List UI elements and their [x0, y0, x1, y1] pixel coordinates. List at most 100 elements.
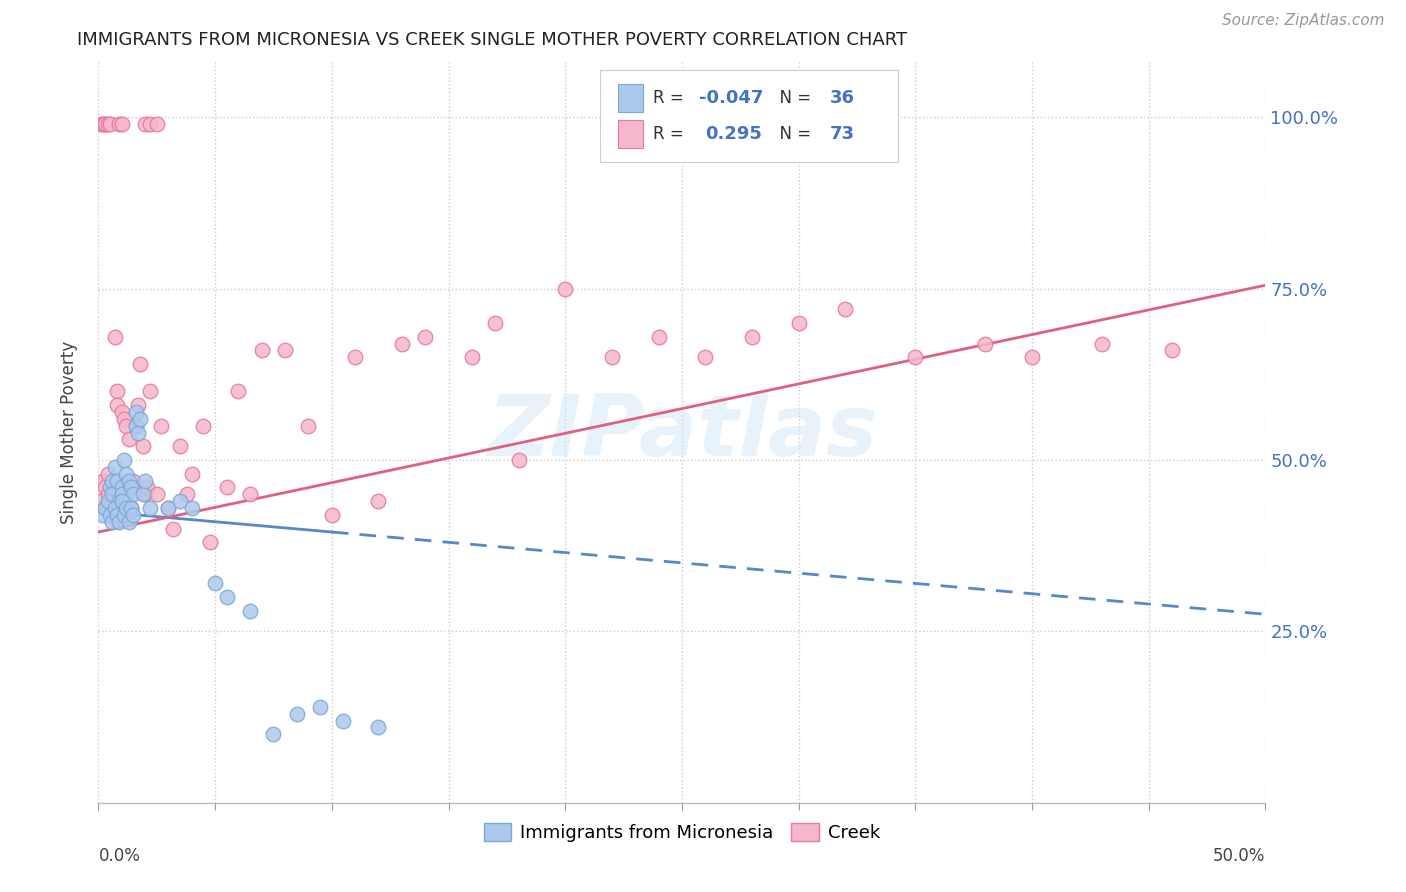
- Text: 50.0%: 50.0%: [1213, 847, 1265, 865]
- Point: [1091, 336, 1114, 351]
- Point: [132, 487, 155, 501]
- Point: [285, 706, 308, 721]
- Point: [94, 117, 117, 131]
- Point: [101, 494, 124, 508]
- Point: [115, 467, 138, 481]
- Point: [94, 501, 117, 516]
- Point: [239, 487, 262, 501]
- Point: [127, 398, 149, 412]
- Point: [239, 604, 262, 618]
- Point: [134, 474, 156, 488]
- Point: [104, 459, 127, 474]
- Point: [262, 727, 284, 741]
- Point: [115, 494, 138, 508]
- Point: [108, 494, 131, 508]
- Point: [146, 117, 169, 131]
- Point: [105, 398, 128, 412]
- Point: [101, 508, 124, 522]
- Point: [297, 418, 319, 433]
- Point: [118, 474, 141, 488]
- Point: [139, 117, 162, 131]
- Point: [169, 494, 191, 508]
- Point: [98, 117, 121, 131]
- Point: [105, 474, 128, 488]
- Point: [98, 480, 121, 494]
- Point: [134, 487, 156, 501]
- Point: [193, 418, 215, 433]
- Text: 0.0%: 0.0%: [98, 847, 141, 865]
- Text: R =: R =: [652, 125, 695, 144]
- Text: R =: R =: [652, 89, 689, 107]
- Point: [112, 508, 135, 522]
- Point: [139, 501, 162, 516]
- Point: [367, 720, 389, 734]
- Point: [120, 480, 142, 494]
- Point: [115, 501, 138, 516]
- Point: [105, 384, 128, 399]
- Point: [215, 590, 238, 604]
- Point: [1021, 350, 1043, 364]
- Text: -0.047: -0.047: [699, 89, 763, 107]
- Point: [111, 405, 134, 419]
- Point: [125, 418, 148, 433]
- Point: [136, 480, 159, 494]
- Point: [115, 418, 138, 433]
- Point: [215, 480, 238, 494]
- Point: [484, 316, 506, 330]
- Point: [647, 329, 669, 343]
- Point: [108, 515, 131, 529]
- Point: [125, 405, 148, 419]
- FancyBboxPatch shape: [617, 120, 644, 148]
- Point: [741, 329, 763, 343]
- Point: [101, 487, 124, 501]
- Point: [120, 501, 142, 516]
- Point: [91, 508, 114, 522]
- Point: [834, 302, 856, 317]
- Point: [108, 487, 131, 501]
- FancyBboxPatch shape: [617, 84, 644, 112]
- Point: [162, 522, 184, 536]
- Point: [600, 350, 623, 364]
- Point: [97, 487, 120, 501]
- Point: [98, 508, 121, 522]
- Point: [111, 480, 134, 494]
- Point: [91, 474, 114, 488]
- Point: [309, 699, 332, 714]
- Text: ZIPatlas: ZIPatlas: [486, 391, 877, 475]
- Y-axis label: Single Mother Poverty: Single Mother Poverty: [59, 341, 77, 524]
- Point: [122, 508, 145, 522]
- Point: [508, 453, 530, 467]
- Text: 36: 36: [830, 89, 855, 107]
- Point: [134, 117, 156, 131]
- Point: [94, 117, 117, 131]
- Point: [125, 418, 148, 433]
- Point: [112, 453, 135, 467]
- Text: IMMIGRANTS FROM MICRONESIA VS CREEK SINGLE MOTHER POVERTY CORRELATION CHART: IMMIGRANTS FROM MICRONESIA VS CREEK SING…: [77, 31, 907, 49]
- Point: [321, 508, 343, 522]
- FancyBboxPatch shape: [600, 70, 898, 162]
- Point: [129, 412, 152, 426]
- Point: [146, 487, 169, 501]
- Point: [974, 336, 997, 351]
- Point: [104, 329, 127, 343]
- Point: [157, 501, 180, 516]
- Point: [122, 487, 145, 501]
- Point: [90, 117, 112, 131]
- Point: [176, 487, 198, 501]
- Text: N =: N =: [769, 89, 817, 107]
- Point: [108, 117, 131, 131]
- Point: [554, 282, 576, 296]
- Point: [169, 439, 191, 453]
- Point: [97, 494, 120, 508]
- Point: [111, 494, 134, 508]
- Point: [94, 501, 117, 516]
- Point: [204, 576, 226, 591]
- Point: [139, 384, 162, 399]
- Point: [127, 425, 149, 440]
- Point: [97, 467, 120, 481]
- Point: [413, 329, 436, 343]
- Point: [787, 316, 810, 330]
- Point: [94, 480, 117, 494]
- Point: [274, 343, 297, 358]
- Point: [132, 439, 155, 453]
